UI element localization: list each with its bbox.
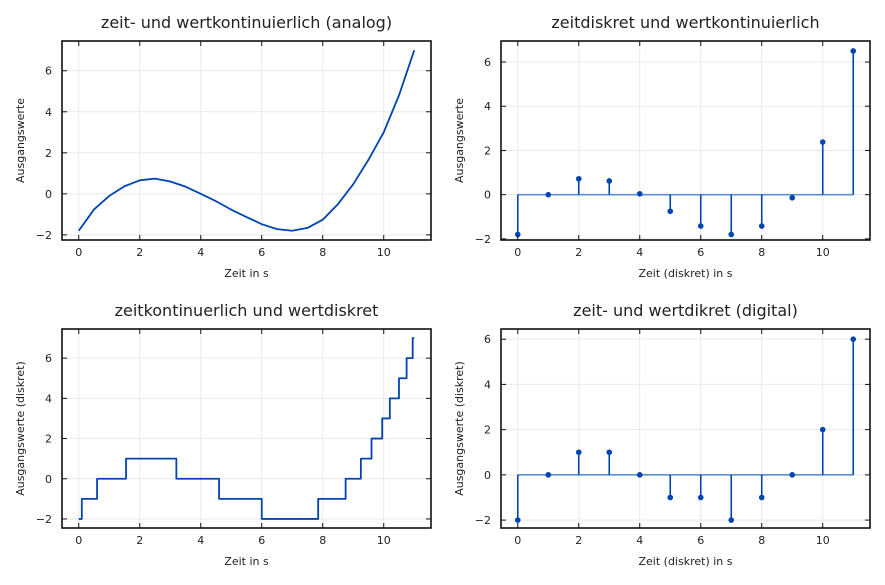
stem-marker (728, 517, 735, 523)
subplot-3: 0 2 4 6 8 10 −2 0 2 4 6 zeitkontinuerlich und wertd… (14, 301, 432, 568)
x-tick-label: 2 (136, 534, 143, 547)
x-tick-label: 0 (75, 246, 82, 259)
x-tick-label: 6 (697, 534, 704, 547)
x-tick-label: 10 (377, 534, 391, 547)
y-tick-label: −2 (36, 513, 52, 526)
chart-title: zeit- und wertkontinuierlich (analog) (101, 13, 392, 32)
x-tick-label: 8 (758, 246, 765, 259)
y-axis-label: Ausgangswerte (diskret) (14, 361, 27, 496)
x-tick-label: 8 (319, 534, 326, 547)
stem-marker (819, 139, 826, 145)
series-step-line (78, 337, 415, 520)
stem-marker (850, 336, 857, 342)
stem-marker (545, 191, 552, 198)
y-tick-label: 4 (484, 378, 491, 391)
chart-title: zeit- und wertdikret (digital) (573, 301, 798, 320)
stem-marker (789, 472, 796, 478)
y-axis-label: Ausgangswerte (14, 98, 27, 183)
y-axis-label: Ausgangswerte (diskret) (453, 361, 466, 496)
y-tick-label: 6 (484, 56, 491, 69)
x-tick-label: 6 (258, 534, 265, 547)
stem-marker (575, 175, 582, 182)
x-tick-label: 2 (136, 246, 143, 259)
y-tick-label: 2 (45, 147, 52, 160)
y-tick-label: −2 (36, 229, 52, 242)
x-axis-label: Zeit in s (224, 267, 269, 280)
stem-marker (636, 472, 643, 478)
stem-marker (819, 426, 826, 433)
x-tick-label: 0 (514, 246, 521, 259)
stem-marker (667, 208, 674, 215)
x-tick-label: 10 (816, 246, 830, 259)
y-tick-label: 2 (484, 424, 491, 437)
y-tick-label: 6 (45, 65, 52, 78)
y-tick-label: 0 (484, 189, 491, 202)
y-tick-label: 2 (45, 433, 52, 446)
x-tick-label: 4 (636, 534, 643, 547)
stem-marker (606, 178, 613, 184)
x-tick-label: 4 (636, 246, 643, 259)
axes-frame (500, 40, 871, 241)
y-tick-label: 0 (45, 473, 52, 486)
stem-marker (758, 494, 765, 501)
subplot-4: 0 2 4 6 8 10 −2 0 2 4 6 zeit- und wertdikret (digit… (453, 301, 871, 568)
chart-title: zeitkontinuerlich und wertdiskret (115, 301, 379, 320)
stem-marker (697, 494, 704, 501)
x-tick-label: 2 (575, 534, 582, 547)
axes-frame (61, 40, 432, 241)
stem-marker (606, 449, 613, 456)
chart-title: zeitdiskret und wertkontinuierlich (551, 13, 819, 32)
x-axis-label: Zeit in s (224, 555, 269, 568)
stem-marker (697, 223, 704, 229)
x-tick-label: 0 (514, 534, 521, 547)
stem-marker (545, 472, 552, 478)
x-tick-label: 6 (697, 246, 704, 259)
x-tick-label: 8 (319, 246, 326, 259)
y-tick-label: 6 (484, 333, 491, 346)
stem-marker (575, 449, 582, 456)
stem-marker (850, 48, 857, 54)
y-tick-label: 2 (484, 144, 491, 157)
x-tick-label: 8 (758, 534, 765, 547)
y-tick-label: −2 (475, 233, 491, 246)
y-tick-label: 4 (484, 100, 491, 113)
y-tick-label: 6 (45, 352, 52, 365)
stem-marker (789, 194, 796, 201)
x-tick-label: 2 (575, 246, 582, 259)
subplot-2: 0 2 4 6 8 10 −2 0 2 4 6 zeitdiskret und wertkontinu… (453, 13, 871, 280)
axes-frame (61, 328, 432, 529)
subplot-1: 0 2 4 6 8 10 −2 0 2 4 6 zeit- und wertkontinuierlic… (14, 13, 432, 280)
x-tick-label: 0 (75, 534, 82, 547)
axes-frame (500, 328, 871, 529)
stem-marker (667, 494, 674, 501)
y-tick-label: −2 (475, 514, 491, 527)
x-tick-label: 6 (258, 246, 265, 259)
x-axis-label: Zeit (diskret) in s (638, 267, 732, 280)
x-axis-label: Zeit (diskret) in s (638, 555, 732, 568)
y-axis-label: Ausgangswerte (453, 98, 466, 183)
x-tick-label: 4 (197, 246, 204, 259)
stem-marker (728, 231, 735, 238)
x-tick-label: 4 (197, 534, 204, 547)
x-tick-label: 10 (816, 534, 830, 547)
y-tick-label: 4 (45, 106, 52, 119)
series-line (78, 49, 416, 232)
stem-marker (514, 231, 521, 238)
y-tick-label: 0 (484, 469, 491, 482)
y-tick-label: 0 (45, 188, 52, 201)
x-tick-label: 10 (377, 246, 391, 259)
stem-marker (758, 223, 765, 229)
stem-marker (636, 190, 643, 197)
y-tick-label: 4 (45, 392, 52, 405)
stem-marker (514, 517, 521, 523)
